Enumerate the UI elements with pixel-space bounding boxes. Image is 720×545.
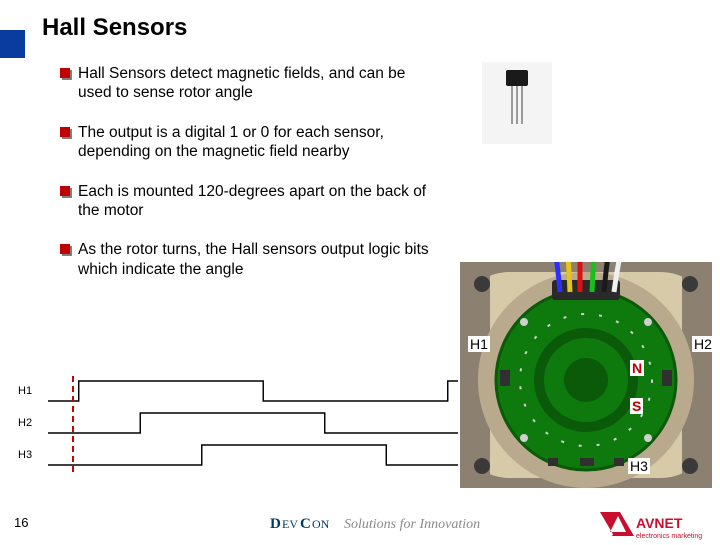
svg-text:D: D [270, 516, 281, 532]
svg-text:ON: ON [312, 517, 330, 531]
dashed-cursor-line [72, 376, 74, 472]
motor-photo [460, 262, 712, 488]
list-item: Hall Sensors detect magnetic fields, and… [60, 64, 440, 103]
list-item: As the rotor turns, the Hall sensors out… [60, 240, 440, 279]
bullet-marker-icon [60, 244, 70, 254]
svg-text:C: C [300, 516, 311, 532]
list-item: The output is a digital 1 or 0 for each … [60, 123, 440, 162]
bullet-text: The output is a digital 1 or 0 for each … [78, 123, 440, 162]
bullet-marker-icon [60, 68, 70, 78]
svg-text:EV: EV [282, 517, 298, 531]
list-item: Each is mounted 120-degrees apart on the… [60, 182, 440, 221]
motor-label-s: S [630, 398, 643, 414]
svg-text:electronics marketing: electronics marketing [636, 533, 702, 540]
page-title: Hall Sensors [42, 14, 187, 42]
bullet-marker-icon [60, 127, 70, 137]
waveform-row: H3 [18, 440, 458, 470]
motor-label-h1: H1 [468, 336, 490, 352]
title-accent-bar [0, 30, 25, 58]
bullet-list: Hall Sensors detect magnetic fields, and… [60, 64, 440, 299]
footer-tagline: Solutions for Innovation [344, 517, 480, 532]
motor-label-h3: H3 [628, 458, 650, 474]
bullet-text: Each is mounted 120-degrees apart on the… [78, 182, 440, 221]
motor-label-n: N [630, 360, 644, 376]
waveform-label: H2 [18, 417, 48, 429]
motor-label-h2: H2 [692, 336, 714, 352]
svg-text:AVNET: AVNET [636, 515, 683, 531]
waveform-row: H1 [18, 376, 458, 406]
bullet-text: Hall Sensors detect magnetic fields, and… [78, 64, 440, 103]
bullet-marker-icon [60, 186, 70, 196]
bullet-text: As the rotor turns, the Hall sensors out… [78, 240, 440, 279]
waveform-diagram: H1 H2 H3 [18, 376, 458, 472]
hall-sensor-photo [482, 62, 552, 144]
waveform-row: H2 [18, 408, 458, 438]
waveform-label: H1 [18, 385, 48, 397]
footer: D EV C ON Solutions for Innovation AVNET… [0, 506, 720, 540]
waveform-label: H3 [18, 449, 48, 461]
